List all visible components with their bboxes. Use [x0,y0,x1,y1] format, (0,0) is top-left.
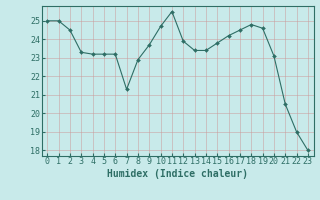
X-axis label: Humidex (Indice chaleur): Humidex (Indice chaleur) [107,169,248,179]
